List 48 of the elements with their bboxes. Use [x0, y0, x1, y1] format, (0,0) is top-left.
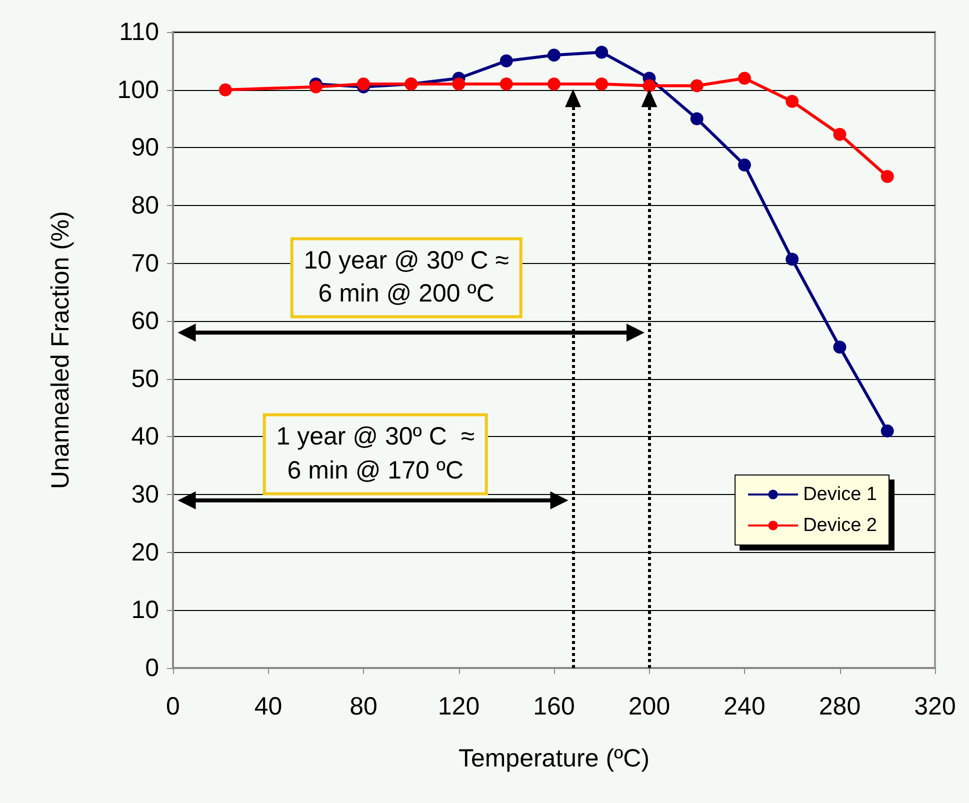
point	[690, 79, 704, 92]
y-tick-label: 10	[131, 596, 159, 624]
y-tick-label: 50	[131, 364, 159, 393]
point	[833, 128, 846, 141]
y-tick-label: 0	[145, 654, 159, 682]
point	[357, 78, 370, 91]
legend-label: Device 1	[803, 484, 877, 505]
point	[690, 112, 704, 126]
point	[500, 78, 513, 91]
x-tick-label: 160	[533, 692, 575, 720]
point	[738, 158, 751, 172]
y-tick-label: 20	[131, 538, 159, 566]
y-tick-label: 100	[117, 76, 159, 104]
point	[309, 80, 322, 94]
y-tick-label: 40	[131, 422, 159, 451]
y-tick-label: 60	[131, 307, 159, 336]
annotation: 10 year @ 30º C ≈ 6 min @ 200 ºC	[290, 236, 522, 318]
annotation: 1 year @ 30º C ≈ 6 min @ 170 ºC	[263, 413, 488, 495]
y-axis-title: Unannealed Fraction (%)	[46, 211, 74, 489]
point	[452, 78, 466, 91]
x-tick-label: 120	[438, 692, 480, 720]
point	[500, 54, 513, 68]
point	[738, 72, 751, 85]
y-tick-label: 110	[119, 18, 159, 46]
y-tick-label: 80	[131, 191, 159, 220]
x-tick-label: 280	[818, 692, 861, 720]
point	[833, 340, 846, 354]
x-tick-label: 200	[628, 692, 670, 720]
y-tick-label: 30	[131, 480, 159, 509]
point	[642, 79, 656, 92]
point	[218, 83, 232, 96]
point	[548, 48, 560, 62]
point	[786, 94, 799, 108]
x-axis-title: Temperature (ºC)	[458, 744, 650, 772]
x-tick-label: 40	[254, 692, 282, 720]
y-tick-label: 90	[131, 134, 159, 162]
point	[786, 252, 799, 266]
point	[548, 78, 560, 91]
point	[880, 424, 894, 438]
x-tick-label: 0	[166, 692, 180, 720]
point	[880, 170, 894, 184]
x-tick-label: 80	[350, 692, 378, 720]
point	[595, 46, 608, 59]
legend-label: Device 2	[803, 515, 877, 536]
point	[595, 78, 608, 91]
y-tick-label: 70	[131, 249, 159, 278]
x-tick-label: 320	[914, 692, 956, 720]
x-tick-label: 240	[724, 692, 766, 720]
